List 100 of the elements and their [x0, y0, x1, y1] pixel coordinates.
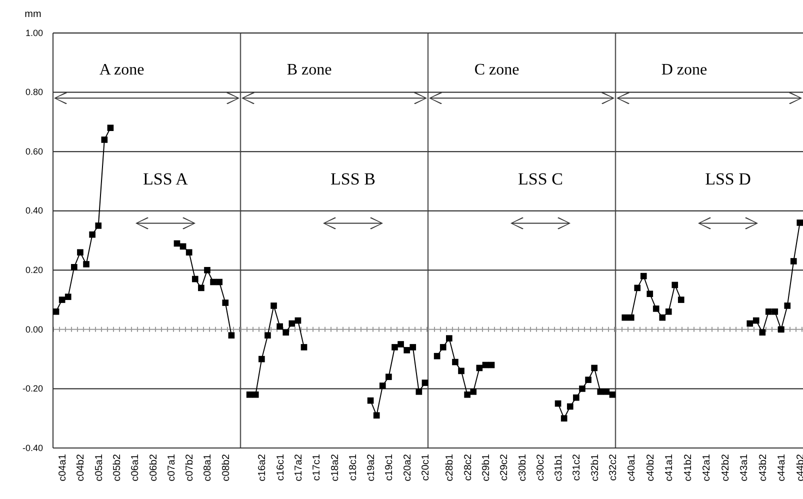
x-tick-label: c20a2 — [402, 454, 414, 482]
point — [95, 222, 102, 229]
point — [404, 347, 410, 354]
point — [107, 124, 114, 132]
point — [585, 376, 592, 383]
annotation: LSS D — [705, 169, 751, 188]
point — [89, 231, 96, 238]
x-tick-label: c42a1 — [702, 454, 713, 482]
y-tick-label: 0.00 — [25, 324, 43, 334]
point — [554, 400, 562, 407]
x-tick-label: c20c1 — [420, 454, 432, 481]
text: A zone — [99, 61, 144, 78]
point — [646, 290, 654, 298]
point — [228, 332, 235, 339]
point — [434, 352, 440, 360]
point — [672, 282, 678, 288]
point — [52, 308, 60, 315]
x-tick-label: c32c2 — [608, 454, 619, 481]
x-tick-label: c16c1 — [275, 454, 286, 481]
x-tick-label: c42b2 — [720, 454, 732, 482]
point — [603, 388, 610, 395]
y-tick-label: 1.00 — [25, 28, 43, 38]
x-tick-label: c04a1 — [58, 454, 69, 482]
point — [452, 358, 458, 366]
point — [628, 314, 634, 321]
point — [482, 362, 489, 368]
point — [386, 374, 392, 380]
x-tick-label: c40a1 — [626, 454, 638, 482]
point — [416, 388, 422, 395]
point — [458, 368, 464, 374]
point — [379, 382, 386, 389]
x-tick-label: c05b2 — [112, 454, 124, 482]
point — [216, 278, 222, 286]
x-tick-label: c17a2 — [293, 454, 304, 482]
x-tick-label: c06a1 — [130, 454, 142, 482]
x-tick-label: c28c2 — [462, 454, 474, 481]
point — [186, 249, 192, 256]
point — [476, 364, 483, 372]
y-tick-label: 0.60 — [25, 146, 43, 156]
point — [634, 284, 641, 292]
point — [573, 394, 580, 401]
point — [488, 362, 495, 368]
x-tick-label: c31b1 — [554, 454, 565, 482]
x-tick-label: c07a1 — [166, 454, 178, 482]
text: C zone — [474, 61, 520, 78]
x-tick-label: c18c1 — [348, 454, 359, 481]
point — [560, 415, 568, 422]
x-tick-label: c32b1 — [590, 454, 601, 482]
x-tick-label: c30c2 — [535, 454, 546, 481]
point — [282, 329, 290, 336]
point — [790, 258, 797, 264]
point — [252, 391, 259, 398]
point — [678, 296, 684, 303]
point — [784, 302, 791, 309]
point — [83, 261, 90, 268]
annotation: LSS A — [143, 169, 189, 188]
point — [796, 220, 803, 226]
point — [101, 136, 108, 143]
x-tick-label: c43b2 — [758, 454, 769, 482]
point — [367, 397, 374, 404]
point — [746, 320, 754, 327]
point — [772, 308, 778, 315]
point — [294, 317, 302, 324]
point — [640, 272, 647, 280]
x-tick-label: c16a2 — [257, 454, 268, 482]
point — [765, 308, 772, 315]
point — [398, 341, 404, 348]
x-tick-label: c18a2 — [330, 454, 341, 482]
x-tick-label: c40b2 — [645, 454, 656, 482]
x-tick-label: c29b1 — [480, 454, 492, 482]
x-tick-label: c08b2 — [220, 454, 232, 482]
point — [58, 296, 66, 303]
point — [246, 391, 253, 398]
point — [759, 329, 766, 336]
point — [579, 386, 586, 392]
point — [198, 284, 204, 292]
x-tick-label: c07b2 — [184, 454, 196, 482]
x-tick-label: c44a1 — [776, 454, 788, 482]
text: D zone — [661, 61, 708, 78]
point — [288, 320, 296, 327]
point — [591, 364, 598, 372]
point — [566, 403, 574, 410]
point — [192, 276, 198, 282]
point — [373, 412, 380, 419]
x-tick-label: c41b2 — [682, 454, 694, 482]
x-tick-label: c28b1 — [444, 454, 456, 482]
y-axis-title: mm — [24, 9, 42, 20]
point — [422, 380, 428, 386]
point — [446, 335, 452, 342]
x-tick-label: c19a2 — [366, 454, 378, 482]
point — [64, 294, 72, 300]
text: B zone — [286, 61, 332, 78]
point — [470, 388, 477, 395]
point — [258, 356, 265, 362]
x-tick-label: c41a1 — [664, 454, 676, 482]
point — [300, 344, 308, 350]
point — [276, 323, 283, 330]
y-tick-label: 0.40 — [25, 206, 43, 216]
y-tick-label: 0.20 — [25, 265, 43, 276]
point — [440, 344, 446, 350]
